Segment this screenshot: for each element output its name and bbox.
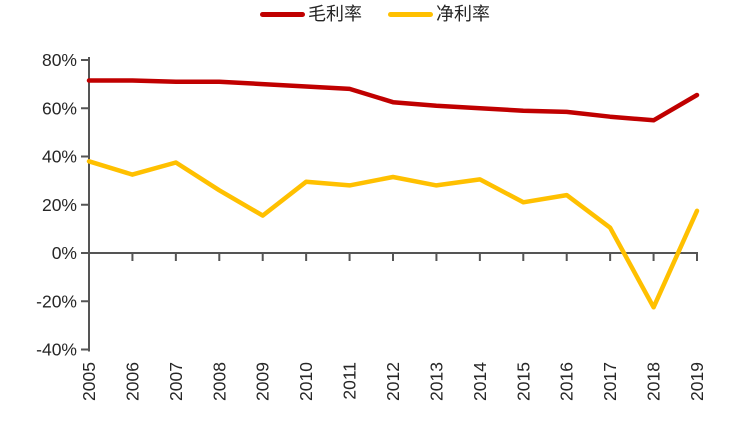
y-tick-label: 40% [42, 147, 77, 167]
y-tick-label: -40% [36, 340, 77, 360]
x-tick-label: 2017 [600, 362, 620, 401]
x-tick-label: 2015 [513, 362, 533, 401]
legend-item-net-margin[interactable]: 净利率 [388, 3, 490, 25]
y-tick-label: -20% [36, 291, 77, 311]
x-tick-label: 2008 [209, 362, 229, 401]
y-tick-label: 60% [42, 98, 77, 118]
y-tick-label: 20% [42, 195, 77, 215]
net-margin-legend-label: 净利率 [436, 4, 490, 24]
x-tick-label: 2012 [383, 362, 403, 401]
x-tick-label: 2011 [340, 362, 360, 400]
x-tick-label: 2013 [426, 362, 446, 401]
x-tick-label: 2006 [122, 362, 142, 401]
gross-margin-legend-label: 毛利率 [308, 4, 362, 24]
x-tick-label: 2018 [644, 362, 664, 401]
x-tick-label: 2009 [253, 362, 273, 401]
x-tick-label: 2019 [687, 362, 707, 401]
x-tick-label: 2016 [557, 362, 577, 401]
x-tick-label: 2005 [79, 362, 99, 401]
y-tick-label: 80% [42, 50, 77, 70]
x-tick-label: 2010 [296, 362, 316, 401]
x-tick-label: 2007 [166, 362, 186, 401]
legend-item-gross-margin[interactable]: 毛利率 [260, 3, 362, 25]
gross-margin-line [86, 78, 700, 123]
net-margin-line-swatch [388, 11, 433, 17]
gross-margin-line-swatch [260, 11, 305, 17]
net-margin-line [86, 159, 700, 310]
x-tick-label: 2014 [470, 362, 490, 401]
y-tick-label: 0% [52, 243, 77, 263]
chart-legend: 毛利率 净利率 [0, 3, 750, 25]
